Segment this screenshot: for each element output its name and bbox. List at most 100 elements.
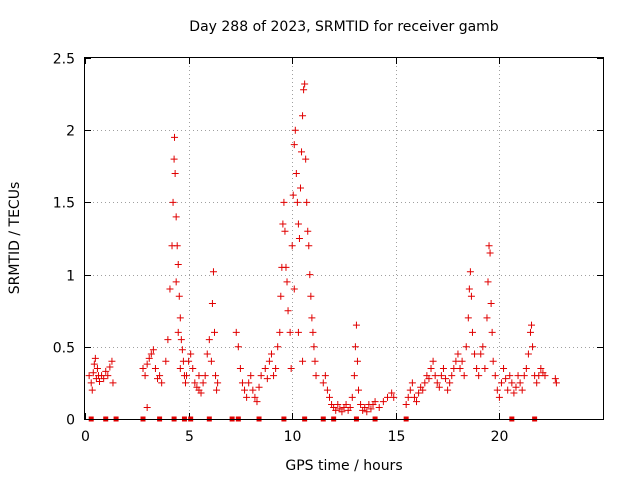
data-point (241, 386, 249, 394)
data-point (410, 393, 418, 401)
data-point (504, 386, 512, 394)
data-point (232, 328, 240, 336)
data-point (379, 398, 387, 406)
data-point (312, 372, 320, 380)
data-point (307, 292, 315, 300)
data-point (477, 350, 485, 358)
data-point (348, 393, 356, 401)
data-point (516, 379, 524, 387)
data-point (289, 191, 297, 199)
y-tick-label: 1 (66, 269, 75, 285)
data-point (460, 372, 468, 380)
data-point (408, 379, 416, 387)
data-point (177, 336, 185, 344)
data-point (292, 170, 300, 178)
data-point (93, 364, 101, 372)
data-point (415, 389, 423, 397)
data-point (213, 386, 221, 394)
data-point (473, 364, 481, 372)
data-point (276, 328, 284, 336)
data-point (145, 354, 153, 362)
data-point (467, 292, 475, 300)
data-point (484, 278, 492, 286)
data-point (305, 242, 313, 250)
data-point (294, 220, 302, 228)
data-point (487, 299, 495, 307)
x-tick-label: 5 (185, 429, 194, 445)
data-point (524, 350, 532, 358)
data-point (306, 271, 314, 279)
data-point (552, 379, 560, 387)
data-point (290, 141, 298, 149)
data-point (311, 357, 319, 365)
data-point (174, 328, 182, 336)
data-point (427, 364, 435, 372)
data-point (510, 389, 518, 397)
data-point (284, 307, 292, 315)
data-point (384, 393, 392, 401)
data-point (172, 213, 180, 221)
data-point (404, 393, 412, 401)
data-point (486, 249, 494, 257)
data-point (458, 357, 466, 365)
data-point (238, 379, 246, 387)
data-point (456, 364, 464, 372)
data-point (308, 314, 316, 322)
data-point (109, 379, 117, 387)
data-point (537, 364, 545, 372)
data-point (162, 357, 170, 365)
data-point (431, 372, 439, 380)
data-point (435, 383, 443, 391)
data-point (514, 372, 522, 380)
data-point (325, 393, 333, 401)
data-point (310, 343, 318, 351)
data-point (299, 112, 307, 120)
data-point (334, 401, 342, 409)
data-point (464, 314, 472, 322)
data-point (279, 220, 287, 228)
data-point (433, 379, 441, 387)
data-point (158, 379, 166, 387)
data-point (413, 398, 421, 406)
data-point (367, 405, 375, 413)
data-point (446, 379, 454, 387)
data-point (518, 386, 526, 394)
data-point (351, 343, 359, 351)
data-point (257, 372, 265, 380)
data-point (303, 198, 311, 206)
data-point (300, 86, 308, 94)
data-point (272, 364, 280, 372)
data-point (304, 227, 312, 235)
data-point (508, 379, 516, 387)
data-point (402, 401, 410, 409)
data-point (466, 268, 474, 276)
data-point (207, 357, 215, 365)
data-point (253, 398, 261, 406)
data-point (444, 386, 452, 394)
data-point (342, 401, 350, 409)
data-point (139, 364, 147, 372)
data-point (375, 403, 383, 411)
data-point (283, 278, 291, 286)
data-point (201, 372, 209, 380)
x-tick-label: 0 (81, 429, 90, 445)
data-point (299, 357, 307, 365)
data-point (448, 372, 456, 380)
data-point (263, 375, 271, 383)
data-point (270, 372, 278, 380)
x-tick-label: 20 (491, 429, 509, 445)
data-point (277, 292, 285, 300)
data-point (361, 403, 369, 411)
data-point (211, 328, 218, 336)
data-point (274, 343, 282, 351)
data-point (181, 379, 189, 387)
data-point (512, 383, 520, 391)
data-point (338, 408, 346, 416)
y-axis-label: SRMTID / TECUs (7, 182, 23, 295)
data-point (489, 357, 497, 365)
data-point (100, 375, 108, 383)
data-point (197, 389, 205, 397)
data-point (353, 357, 361, 365)
data-point (471, 350, 479, 358)
data-point (176, 314, 184, 322)
